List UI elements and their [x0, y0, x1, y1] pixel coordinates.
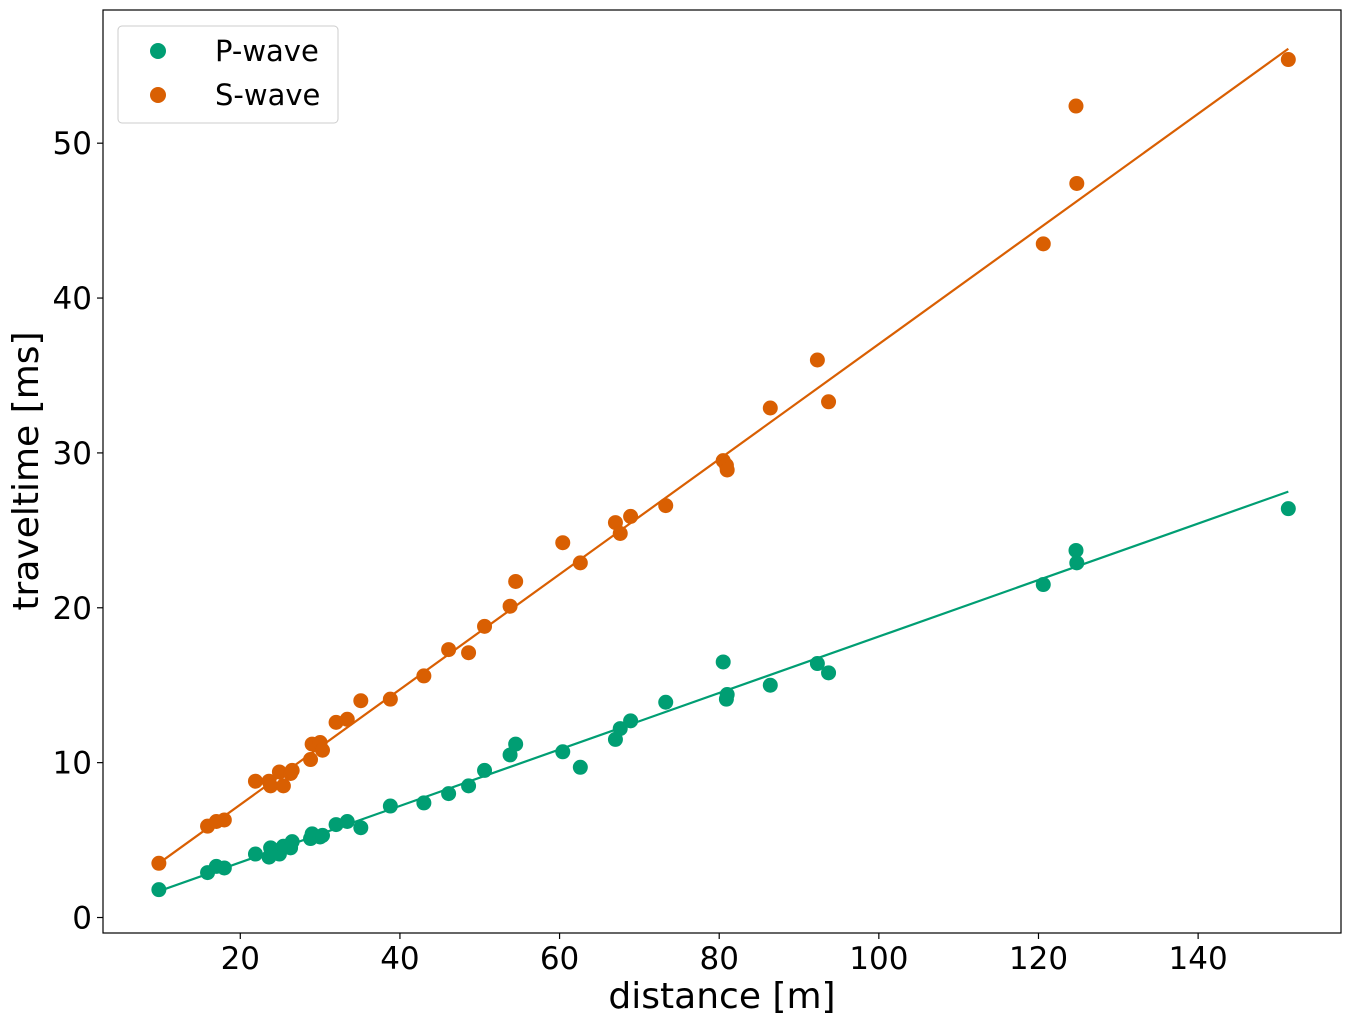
data-point-s-wave [1280, 52, 1296, 68]
x-axis: 20 40 60 80 100 120 140 [221, 933, 1228, 977]
data-point-p-wave [216, 860, 232, 876]
data-point-p-wave [339, 813, 355, 829]
y-tick-label: 50 [53, 126, 92, 162]
legend-box [117, 25, 339, 124]
x-tick-label: 120 [1009, 941, 1068, 977]
legend-marker-s-wave [150, 87, 166, 103]
data-point-p-wave [719, 687, 735, 703]
data-point-s-wave [216, 812, 232, 828]
data-point-s-wave [1068, 98, 1084, 114]
data-point-p-wave [416, 795, 432, 811]
data-point-p-wave [658, 694, 674, 710]
legend-label-p-wave: P-wave [215, 34, 319, 68]
data-point-p-wave [382, 798, 398, 814]
y-tick-label: 40 [53, 281, 92, 317]
data-point-p-wave [151, 882, 167, 898]
data-point-s-wave [339, 711, 355, 727]
legend-label-s-wave: S-wave [215, 78, 320, 112]
data-point-p-wave [508, 736, 524, 752]
data-point-s-wave [612, 525, 628, 541]
data-point-s-wave [762, 400, 778, 416]
x-tick-label: 80 [699, 941, 738, 977]
data-point-s-wave [382, 691, 398, 707]
data-point-s-wave [271, 764, 287, 780]
data-point-p-wave [612, 721, 628, 737]
data-point-s-wave [416, 668, 432, 684]
legend-marker-p-wave [150, 43, 166, 59]
y-tick-label: 10 [53, 746, 92, 782]
series-layer [151, 47, 1296, 898]
data-point-p-wave [762, 677, 778, 693]
x-tick-label: 20 [221, 941, 260, 977]
y-axis: 0 10 20 30 40 50 [53, 126, 103, 937]
data-point-p-wave [284, 834, 300, 850]
data-point-s-wave [275, 778, 291, 794]
data-point-s-wave [809, 352, 825, 368]
data-point-s-wave [502, 598, 518, 614]
x-tick-label: 100 [849, 941, 908, 977]
data-point-s-wave [1069, 175, 1085, 191]
x-axis-label: distance [m] [608, 976, 835, 1017]
data-point-p-wave [441, 786, 457, 802]
x-tick-label: 60 [540, 941, 579, 977]
data-point-s-wave [315, 742, 331, 758]
data-point-p-wave [715, 654, 731, 670]
data-point-s-wave [477, 618, 493, 634]
data-point-s-wave [353, 693, 369, 709]
data-point-s-wave [658, 498, 674, 514]
data-point-s-wave [623, 508, 639, 524]
data-point-s-wave [1035, 236, 1051, 252]
y-tick-label: 20 [53, 591, 92, 627]
data-point-p-wave [821, 665, 837, 681]
data-point-p-wave [315, 827, 331, 843]
data-point-p-wave [247, 846, 263, 862]
data-point-s-wave [247, 773, 263, 789]
series-p-wave [151, 490, 1296, 898]
data-point-p-wave [572, 759, 588, 775]
data-point-s-wave [263, 778, 279, 794]
data-point-s-wave [572, 555, 588, 571]
data-point-s-wave [461, 645, 477, 661]
data-point-s-wave [303, 752, 319, 768]
data-point-p-wave [1280, 501, 1296, 517]
data-point-p-wave [623, 713, 639, 729]
y-axis-label: traveltime [ms] [6, 331, 47, 610]
data-point-s-wave [508, 573, 524, 589]
data-point-p-wave [1069, 555, 1085, 571]
data-point-p-wave [477, 762, 493, 778]
data-point-p-wave [461, 778, 477, 794]
data-point-p-wave [1035, 577, 1051, 593]
x-tick-label: 140 [1169, 941, 1228, 977]
data-point-p-wave [353, 820, 369, 836]
data-point-s-wave [151, 855, 167, 871]
series-s-wave [151, 47, 1296, 871]
x-tick-label: 40 [380, 941, 419, 977]
data-point-p-wave [555, 744, 571, 760]
y-tick-label: 0 [72, 901, 92, 937]
data-point-s-wave [821, 394, 837, 410]
y-tick-label: 30 [53, 436, 92, 472]
data-point-s-wave [555, 535, 571, 551]
plot-frame [102, 9, 1342, 934]
data-point-s-wave [441, 642, 457, 658]
data-point-s-wave [284, 762, 300, 778]
data-point-p-wave [1068, 542, 1084, 558]
data-point-s-wave [719, 462, 735, 478]
legend: P-wave S-wave [117, 25, 339, 124]
data-point-p-wave [809, 656, 825, 672]
